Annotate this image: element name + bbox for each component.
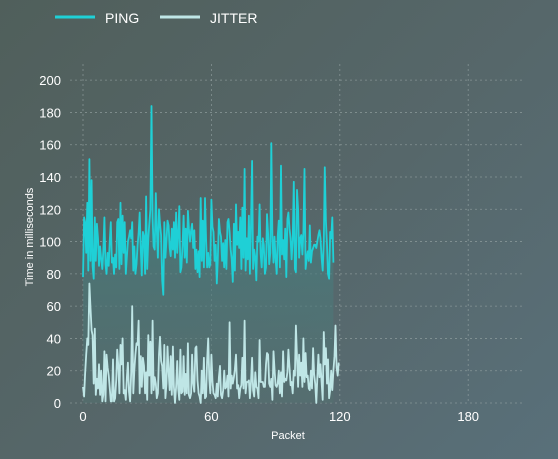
series-line-jitter [82, 282, 340, 404]
y-tick-label: 100 [39, 235, 61, 250]
y-tick-label: 200 [39, 73, 61, 88]
x-tick-label: 60 [204, 409, 218, 424]
y-tick-label: 0 [54, 396, 61, 411]
y-tick-label: 60 [47, 299, 61, 314]
legend-label-jitter: JITTER [210, 10, 257, 26]
y-tick-label: 140 [39, 170, 61, 185]
y-tick-label: 20 [47, 364, 61, 379]
x-tick-label: 180 [457, 409, 479, 424]
x-axis-title: Packet [271, 430, 305, 442]
x-tick-label: 0 [79, 409, 86, 424]
y-axis-title: Time in milliseconds [24, 187, 36, 286]
series-lines [82, 105, 340, 404]
y-tick-label: 160 [39, 138, 61, 153]
y-tick-label: 80 [47, 267, 61, 282]
y-tick-label: 120 [39, 202, 61, 217]
x-tick-label: 120 [329, 409, 351, 424]
y-tick-label: 180 [39, 105, 61, 120]
series-line-ping [82, 105, 335, 296]
legend-label-ping: PING [105, 10, 139, 26]
legend: PING JITTER [55, 10, 257, 26]
y-axis-ticks: 0 20 40 60 80 100 120 140 160 180 200 [39, 73, 61, 411]
x-axis-ticks: 0 60 120 180 [79, 409, 479, 424]
y-tick-label: 40 [47, 331, 61, 346]
